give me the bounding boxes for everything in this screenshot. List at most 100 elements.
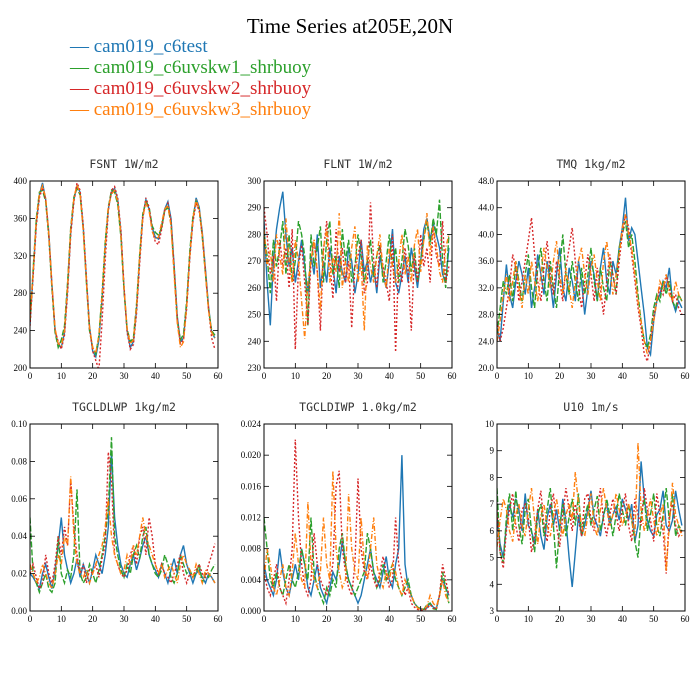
y-tick-label: 0.00 (11, 606, 27, 616)
y-tick-label: 0.008 (241, 544, 262, 554)
y-tick-label: 0.024 (241, 419, 262, 429)
x-tick-label: 60 (448, 614, 458, 624)
panel-4: TGCLDLWP 1kg/m2 0 10 20 30 40 50 60 0.00 0.02 0.04… (11, 400, 223, 624)
y-tick-label: 6 (490, 526, 495, 536)
series-line-4 (264, 470, 450, 611)
legend-item-c6uvskw3: — cam019_c6uvskw3_shrbuoy (70, 99, 311, 120)
y-tick-label: 8 (490, 472, 495, 482)
x-tick-label: 30 (354, 614, 364, 624)
legend-swatch: — (70, 57, 89, 78)
x-tick-label: 60 (681, 371, 691, 381)
y-tick-label: 280 (248, 229, 262, 239)
x-tick-label: 0 (28, 371, 33, 381)
series-line-1 (264, 191, 450, 326)
x-tick-label: 40 (618, 614, 628, 624)
x-tick-label: 40 (618, 371, 628, 381)
series-line-3 (264, 439, 450, 611)
x-tick-label: 20 (322, 371, 332, 381)
y-tick-label: 260 (248, 283, 262, 293)
panel-title: TGCLDIWP 1.0kg/m2 (299, 400, 417, 414)
series-line-1 (30, 452, 216, 591)
x-tick-label: 20 (88, 371, 98, 381)
x-tick-label: 50 (182, 371, 192, 381)
x-tick-label: 60 (448, 371, 458, 381)
y-tick-label: 0.06 (11, 494, 27, 504)
legend-label: cam019_c6test (93, 36, 208, 57)
series-line-4 (30, 182, 216, 356)
y-tick-label: 44.0 (478, 203, 494, 213)
y-tick-label: 280 (14, 288, 28, 298)
y-tick-label: 270 (248, 256, 262, 266)
panel-title: TMQ 1kg/m2 (556, 157, 625, 171)
legend-item-c6uvskw1: — cam019_c6uvskw1_shrbuoy (70, 57, 311, 78)
series-line-2 (497, 487, 683, 569)
series-line-2 (30, 186, 216, 357)
legend-label: cam019_c6uvskw2_shrbuoy (93, 78, 312, 99)
series-line-1 (497, 461, 683, 588)
x-tick-label: 50 (649, 371, 659, 381)
x-tick-label: 10 (57, 614, 67, 624)
y-tick-label: 240 (14, 326, 28, 336)
legend-label: cam019_c6uvskw3_shrbuoy (93, 99, 312, 120)
x-tick-label: 40 (151, 371, 161, 381)
x-tick-label: 0 (262, 371, 267, 381)
series-line-4 (264, 213, 450, 339)
y-tick-label: 400 (14, 176, 28, 186)
x-tick-label: 30 (587, 614, 597, 624)
x-tick-label: 30 (354, 371, 364, 381)
x-tick-label: 20 (322, 614, 332, 624)
y-tick-label: 0.10 (11, 419, 27, 429)
y-tick-label: 7 (490, 499, 495, 509)
series-line-2 (30, 437, 216, 595)
legend-swatch: — (70, 36, 89, 57)
x-tick-label: 10 (524, 371, 534, 381)
y-tick-label: 200 (14, 363, 28, 373)
series-line-3 (30, 452, 216, 591)
y-tick-label: 320 (14, 251, 28, 261)
legend: — cam019_c6test — cam019_c6uvskw1_shrbuo… (70, 36, 311, 120)
panel-2: FLNT 1W/m2 0 10 20 30 40 50 60 230 240 250 260 270 28… (248, 157, 458, 381)
y-tick-label: 0.016 (241, 481, 262, 491)
x-tick-label: 20 (88, 614, 98, 624)
y-tick-label: 0.004 (241, 575, 262, 585)
series-line-4 (30, 476, 216, 591)
y-tick-label: 0.020 (241, 450, 262, 460)
legend-item-c6uvskw2: — cam019_c6uvskw2_shrbuoy (70, 78, 311, 99)
x-tick-label: 60 (681, 614, 691, 624)
y-tick-label: 36.0 (478, 256, 494, 266)
x-tick-label: 30 (120, 614, 130, 624)
figure-title: Time Series at205E,20N (246, 14, 454, 38)
y-tick-label: 230 (248, 363, 262, 373)
x-tick-label: 30 (587, 371, 597, 381)
y-tick-label: 32.0 (478, 283, 494, 293)
y-tick-label: 40.0 (478, 229, 494, 239)
series-line-2 (264, 517, 450, 611)
x-tick-label: 20 (555, 614, 565, 624)
panel-title: FLNT 1W/m2 (323, 157, 392, 171)
x-tick-label: 50 (416, 614, 426, 624)
legend-swatch: — (70, 99, 89, 120)
x-tick-label: 50 (649, 614, 659, 624)
x-tick-label: 40 (385, 614, 395, 624)
x-tick-label: 10 (524, 614, 534, 624)
panel-title: FSNT 1W/m2 (89, 157, 158, 171)
y-tick-label: 0.04 (11, 531, 27, 541)
series-line-4 (497, 442, 683, 571)
y-tick-label: 290 (248, 203, 262, 213)
panel-title: TGCLDLWP 1kg/m2 (72, 400, 176, 414)
x-tick-label: 50 (416, 371, 426, 381)
panel-title: U10 1m/s (563, 400, 618, 414)
y-tick-label: 4 (490, 579, 495, 589)
y-tick-label: 3 (490, 606, 495, 616)
y-tick-label: 0.02 (11, 569, 27, 579)
panel-6: U10 1m/s 0 10 20 30 40 50 60 3 4 5 6 7 8 9 10 (485, 400, 690, 624)
legend-swatch: — (70, 78, 89, 99)
y-tick-label: 24.0 (478, 336, 494, 346)
x-tick-label: 60 (214, 371, 224, 381)
legend-label: cam019_c6uvskw1_shrbuoy (93, 57, 312, 78)
x-tick-label: 50 (182, 614, 192, 624)
y-tick-label: 48.0 (478, 176, 494, 186)
panel-3: TMQ 1kg/m2 0 10 20 30 40 50 60 20.0 24.0 28.0 32.0 3… (478, 157, 690, 381)
